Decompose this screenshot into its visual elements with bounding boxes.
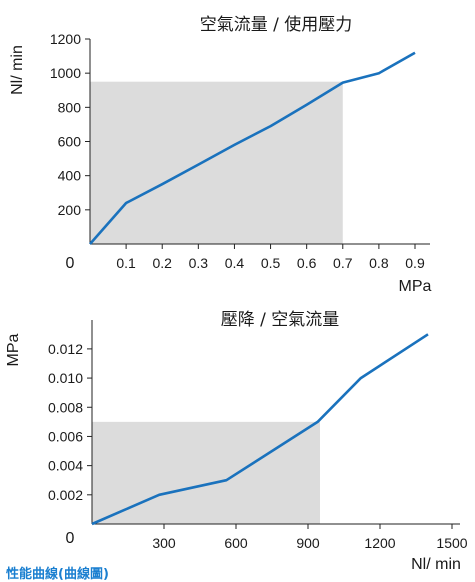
x-tick-label: 0.3 — [189, 255, 209, 271]
x-tick-label: 1200 — [364, 535, 395, 551]
y-axis-label: MPa — [5, 333, 22, 366]
y-tick-label: 600 — [58, 134, 82, 150]
y-tick-label: 0.008 — [48, 399, 83, 415]
chart-title: 壓降 / 空氣流量 — [221, 310, 340, 330]
x-tick-label: 0.2 — [152, 255, 172, 271]
chart-flow-vs-pressure: 空氣流量 / 使用壓力 Nl/ min MPa 0 0.1 0.2 0.3 0.4 0.… — [9, 14, 432, 295]
x-axis-label: MPa — [399, 278, 432, 295]
x-tick-label: 0.4 — [225, 255, 245, 271]
y-tick-label: 0.010 — [48, 370, 83, 386]
y-ticks: 200 400 600 800 1000 1200 — [50, 31, 90, 218]
y-tick-label: 0.004 — [48, 458, 83, 474]
y-tick-label: 200 — [58, 202, 82, 218]
x-tick-label: 900 — [296, 535, 320, 551]
x-tick-label: 600 — [224, 535, 248, 551]
origin-label: 0 — [66, 255, 75, 272]
y-tick-label: 0.012 — [48, 341, 83, 357]
x-ticks: 0.1 0.2 0.3 0.4 0.5 0.6 0.7 0.8 0.9 — [116, 244, 425, 271]
chart-title: 空氣流量 / 使用壓力 — [200, 14, 353, 35]
y-axis-label: Nl/ min — [9, 45, 26, 95]
y-ticks: 0.002 0.004 0.006 0.008 0.010 0.012 — [48, 341, 92, 503]
x-tick-label: 0.6 — [297, 255, 317, 271]
y-tick-label: 400 — [58, 168, 82, 184]
y-tick-label: 0.006 — [48, 428, 83, 444]
y-tick-label: 1200 — [50, 31, 81, 47]
origin-label: 0 — [66, 530, 75, 547]
y-tick-label: 1000 — [50, 65, 81, 81]
y-tick-label: 800 — [58, 99, 82, 115]
y-tick-label: 0.002 — [48, 487, 83, 503]
x-tick-label: 0.1 — [116, 255, 136, 271]
x-tick-label: 1500 — [436, 535, 467, 551]
series-line — [89, 51, 416, 245]
series-line — [91, 333, 429, 526]
x-tick-label: 0.5 — [261, 255, 281, 271]
x-axis-label: Nl/ min — [411, 556, 461, 573]
chart-pressure-drop-vs-flow: 壓降 / 空氣流量 MPa Nl/ min 0 300 600 900 1200 150… — [5, 310, 468, 573]
x-tick-label: 0.8 — [369, 255, 389, 271]
x-ticks: 300 600 900 1200 1500 — [152, 524, 468, 551]
x-tick-label: 0.7 — [333, 255, 353, 271]
footer-caption: 性能曲線(曲線圖) — [6, 567, 109, 582]
x-tick-label: 0.9 — [405, 255, 425, 271]
x-tick-label: 300 — [152, 535, 176, 551]
